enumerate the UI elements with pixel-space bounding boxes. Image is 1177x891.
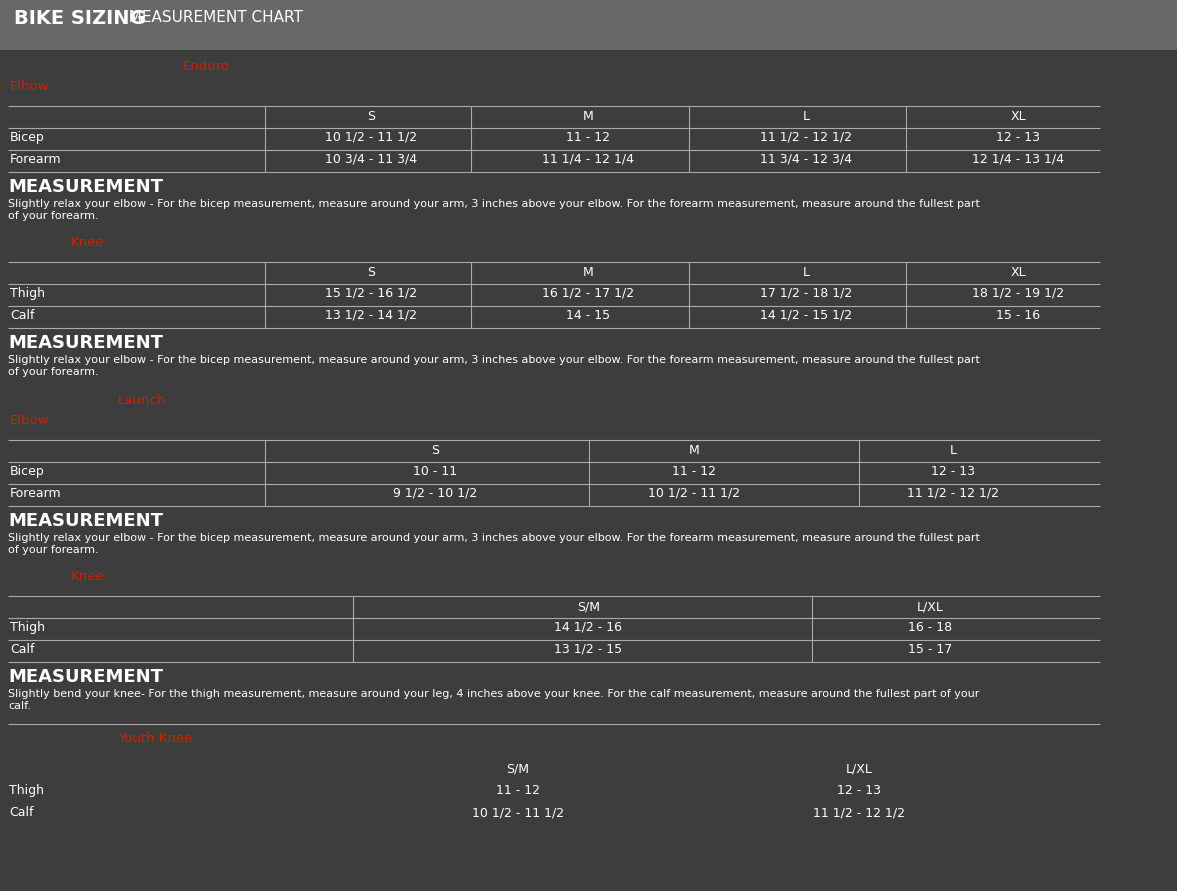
Text: Slightly relax your elbow - For the bicep measurement, measure around your arm, : Slightly relax your elbow - For the bice… xyxy=(8,355,980,377)
Text: Slightly bend your knee- For the thigh measurement, measure around your leg, 4 i: Slightly bend your knee- For the thigh m… xyxy=(8,689,979,711)
Text: Youth Knee: Youth Knee xyxy=(118,732,192,745)
Text: MEASUREMENT: MEASUREMENT xyxy=(8,334,162,352)
Text: M: M xyxy=(583,266,594,279)
Text: S: S xyxy=(367,110,374,123)
Text: MEASUREMENT CHART: MEASUREMENT CHART xyxy=(119,11,302,26)
Text: 15 1/2 - 16 1/2: 15 1/2 - 16 1/2 xyxy=(325,287,417,300)
Text: S/M: S/M xyxy=(506,762,530,775)
Text: L: L xyxy=(803,110,810,123)
Text: 10 3/4 - 11 3/4: 10 3/4 - 11 3/4 xyxy=(325,153,417,166)
Text: 16 - 18: 16 - 18 xyxy=(907,621,952,634)
Text: 11 1/2 - 12 1/2: 11 1/2 - 12 1/2 xyxy=(813,806,905,819)
Text: Forearm: Forearm xyxy=(9,487,61,500)
Text: 12 - 13: 12 - 13 xyxy=(837,784,882,797)
Text: M: M xyxy=(689,444,700,457)
Text: Elbow: Elbow xyxy=(9,414,49,427)
Text: 18 1/2 - 19 1/2: 18 1/2 - 19 1/2 xyxy=(972,287,1064,300)
Text: MEASUREMENT: MEASUREMENT xyxy=(8,178,162,196)
Text: XL: XL xyxy=(1010,266,1026,279)
Text: M: M xyxy=(583,110,594,123)
Text: 10 1/2 - 11 1/2: 10 1/2 - 11 1/2 xyxy=(472,806,564,819)
Text: 11 - 12: 11 - 12 xyxy=(496,784,540,797)
Text: 14 - 15: 14 - 15 xyxy=(566,309,611,322)
Text: Slightly relax your elbow - For the bicep measurement, measure around your arm, : Slightly relax your elbow - For the bice… xyxy=(8,199,980,221)
Text: Thigh: Thigh xyxy=(9,287,45,300)
Text: 14 1/2 - 15 1/2: 14 1/2 - 15 1/2 xyxy=(760,309,852,322)
Text: Thigh: Thigh xyxy=(9,621,45,634)
Text: 14 1/2 - 16: 14 1/2 - 16 xyxy=(554,621,623,634)
Text: Forearm: Forearm xyxy=(9,153,61,166)
Text: 11 1/4 - 12 1/4: 11 1/4 - 12 1/4 xyxy=(543,153,634,166)
Text: 12 - 13: 12 - 13 xyxy=(996,131,1040,144)
Text: Enduro: Enduro xyxy=(182,60,230,73)
Text: Elbow: Elbow xyxy=(9,80,49,93)
Text: L: L xyxy=(950,444,957,457)
Text: 10 1/2 - 11 1/2: 10 1/2 - 11 1/2 xyxy=(649,487,740,500)
Bar xyxy=(0,0,1177,50)
Text: 10 1/2 - 11 1/2: 10 1/2 - 11 1/2 xyxy=(325,131,417,144)
Text: 10 - 11: 10 - 11 xyxy=(413,465,458,478)
Text: 13 1/2 - 15: 13 1/2 - 15 xyxy=(554,643,623,656)
Text: S/M: S/M xyxy=(577,600,600,613)
Text: Calf: Calf xyxy=(9,309,34,322)
Text: 11 1/2 - 12 1/2: 11 1/2 - 12 1/2 xyxy=(907,487,999,500)
Text: Knee: Knee xyxy=(71,570,105,583)
Text: Bicep: Bicep xyxy=(9,131,45,144)
Text: 11 3/4 - 12 3/4: 11 3/4 - 12 3/4 xyxy=(760,153,852,166)
Text: Calf: Calf xyxy=(9,643,34,656)
Text: MEASUREMENT: MEASUREMENT xyxy=(8,512,162,530)
Text: 17 1/2 - 18 1/2: 17 1/2 - 18 1/2 xyxy=(760,287,852,300)
Text: 12 - 13: 12 - 13 xyxy=(931,465,976,478)
Text: XL: XL xyxy=(1010,110,1026,123)
Text: 15 - 16: 15 - 16 xyxy=(996,309,1040,322)
Text: Calf: Calf xyxy=(9,806,34,819)
Text: 11 - 12: 11 - 12 xyxy=(566,131,611,144)
Text: L: L xyxy=(803,266,810,279)
Text: Knee: Knee xyxy=(71,236,105,249)
Text: S: S xyxy=(367,266,374,279)
Text: 16 1/2 - 17 1/2: 16 1/2 - 17 1/2 xyxy=(543,287,634,300)
Text: 15 - 17: 15 - 17 xyxy=(907,643,952,656)
Text: Launch: Launch xyxy=(118,394,166,407)
Text: S: S xyxy=(432,444,439,457)
Text: 9 1/2 - 10 1/2: 9 1/2 - 10 1/2 xyxy=(393,487,478,500)
Text: 12 1/4 - 13 1/4: 12 1/4 - 13 1/4 xyxy=(972,153,1064,166)
Text: L/XL: L/XL xyxy=(846,762,872,775)
Text: 11 1/2 - 12 1/2: 11 1/2 - 12 1/2 xyxy=(760,131,852,144)
Text: MEASUREMENT: MEASUREMENT xyxy=(8,668,162,686)
Text: Thigh: Thigh xyxy=(9,784,45,797)
Text: Slightly relax your elbow - For the bicep measurement, measure around your arm, : Slightly relax your elbow - For the bice… xyxy=(8,533,980,554)
Text: BIKE SIZING: BIKE SIZING xyxy=(14,9,146,28)
Text: 11 - 12: 11 - 12 xyxy=(672,465,717,478)
Text: L/XL: L/XL xyxy=(917,600,943,613)
Text: 13 1/2 - 14 1/2: 13 1/2 - 14 1/2 xyxy=(325,309,417,322)
Text: Bicep: Bicep xyxy=(9,465,45,478)
